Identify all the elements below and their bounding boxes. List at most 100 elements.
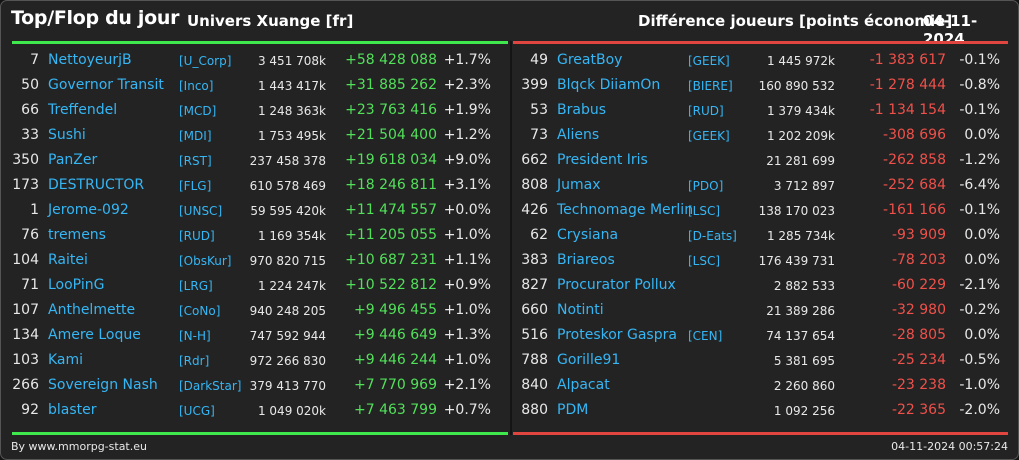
player-name-link[interactable]: Amere Loque [48,327,141,343]
top-player-row: 92 blaster [UCG] 1 049 020k +7 463 799 +0.7% [1,398,501,423]
flop-list-top-bar [513,41,1008,44]
points-difference: +9 446 244 [354,352,437,368]
percent-change: +1.2% [443,127,491,143]
top-player-row: 350 PanZer [RST] 237 458 378 +19 618 034 +9.0… [1,148,501,173]
percent-change: +1.1% [443,252,491,268]
alliance-tag-link[interactable]: [FLG] [179,179,212,193]
player-name-link[interactable]: Briareos [557,252,615,268]
alliance-tag-link[interactable]: [UNSC] [179,204,223,218]
flop-player-row: 660 Notinti 21 389 286 -32 980 -0.2% [510,298,1010,323]
player-name-link[interactable]: Kami [48,352,84,368]
player-points: 972 266 830 [249,354,326,368]
alliance-tag-link[interactable]: [LSC] [688,204,721,218]
player-name-link[interactable]: Proteskor Gaspra [557,327,677,343]
player-name-link[interactable]: LooPinG [48,277,105,293]
alliance-tag-link[interactable]: [LSC] [688,254,721,268]
percent-change: -0.5% [959,352,1000,368]
points-difference: -28 805 [891,327,946,343]
alliance-tag-link[interactable]: [RST] [179,154,212,168]
flop-player-row: 516 Proteskor Gaspra [CEN] 74 137 654 -28 80… [510,323,1010,348]
player-name-link[interactable]: tremens [48,227,106,243]
alliance-tag-link[interactable]: [GEEK] [688,54,730,68]
player-name-link[interactable]: Sovereign Nash [48,377,158,393]
player-name-link[interactable]: Aliens [557,127,600,143]
alliance-tag-link[interactable]: [CoNo] [179,304,221,318]
top-player-row: 173 DESTRUCTOR [FLG] 610 578 469 +18 246 811… [1,173,501,198]
universe-label: Univers Xuange [fr] [187,12,354,30]
player-rank: 71 [21,277,39,293]
percent-change: 0.0% [964,327,1000,343]
player-name-link[interactable]: Technomage Merlin [557,202,694,218]
alliance-tag-link[interactable]: [MCD] [179,104,217,118]
points-difference: +31 885 262 [345,77,437,93]
player-name-link[interactable]: Raitei [48,252,88,268]
player-rank: 107 [12,302,39,318]
alliance-tag-link[interactable]: [RUD] [688,104,724,118]
player-name-link[interactable]: Jumax [557,177,601,193]
player-points: 379 413 770 [249,379,326,393]
alliance-tag-link[interactable]: [N-H] [179,329,211,343]
player-name-link[interactable]: Brabus [557,102,606,118]
alliance-tag-link[interactable]: [LRG] [179,279,213,293]
percent-change: -1.2% [959,152,1000,168]
percent-change: +3.1% [443,177,491,193]
player-name-link[interactable]: Jerome-092 [48,202,129,218]
alliance-tag-link[interactable]: [MDI] [179,129,212,143]
alliance-tag-link[interactable]: [Rdr] [179,354,210,368]
points-difference: -1 383 617 [869,52,946,68]
player-name-link[interactable]: Crysiana [557,227,619,243]
player-name-link[interactable]: PanZer [48,152,98,168]
player-rank: 516 [521,327,548,343]
percent-change: +0.9% [443,277,491,293]
points-difference: -93 909 [891,227,946,243]
player-name-link[interactable]: DESTRUCTOR [48,177,145,193]
player-points: 1 202 209k [766,129,835,143]
top-player-row: 76 tremens [RUD] 1 169 354k +11 205 055 +1.0% [1,223,501,248]
alliance-tag-link[interactable]: [Inco] [179,79,214,93]
player-rank: 827 [521,277,548,293]
percent-change: +0.7% [443,402,491,418]
player-name-link[interactable]: Sushi [48,127,86,143]
alliance-tag-link[interactable]: [CEN] [688,329,723,343]
alliance-tag-link[interactable]: [BIERE] [688,79,733,93]
player-points: 1 443 417k [257,79,326,93]
player-points: 237 458 378 [249,154,326,168]
column-divider [510,41,512,435]
player-rank: 62 [530,227,548,243]
player-name-link[interactable]: PDM [557,402,589,418]
points-difference: -23 238 [891,377,946,393]
player-name-link[interactable]: Blqck DiiamOn [557,77,661,93]
player-name-link[interactable]: GreatBoy [557,52,623,68]
player-rank: 76 [21,227,39,243]
points-difference: +18 246 811 [345,177,437,193]
player-name-link[interactable]: blaster [48,402,97,418]
player-name-link[interactable]: NettoyeurjB [48,52,132,68]
player-name-link[interactable]: Anthelmette [48,302,136,318]
player-name-link[interactable]: Gorille91 [557,352,621,368]
player-rank: 103 [12,352,39,368]
flop-players-list: 49 GreatBoy [GEEK] 1 445 972k -1 383 617 -0.1… [510,48,1010,423]
alliance-tag-link[interactable]: [PDO] [688,179,724,193]
player-points: 2 882 533 [773,279,835,293]
alliance-tag-link[interactable]: [ObsKur] [179,254,232,268]
player-points: 1 169 354k [257,229,326,243]
percent-change: +2.3% [443,77,491,93]
player-name-link[interactable]: Procurator Pollux [557,277,676,293]
alliance-tag-link[interactable]: [U_Corp] [179,54,232,68]
player-name-link[interactable]: Notinti [557,302,604,318]
percent-change: -1.0% [959,377,1000,393]
player-rank: 399 [521,77,548,93]
points-difference: -1 278 444 [869,77,946,93]
alliance-tag-link[interactable]: [D-Eats] [688,229,737,243]
player-name-link[interactable]: Alpacat [557,377,610,393]
alliance-tag-link[interactable]: [UCG] [179,404,215,418]
alliance-tag-link[interactable]: [DarkStar] [179,379,242,393]
player-name-link[interactable]: Treffendel [48,102,118,118]
player-name-link[interactable]: Governor Transit [48,77,164,93]
player-name-link[interactable]: President Iris [557,152,648,168]
points-difference: +58 428 088 [345,52,437,68]
points-difference: +10 687 231 [345,252,437,268]
player-points: 970 820 715 [249,254,326,268]
alliance-tag-link[interactable]: [GEEK] [688,129,730,143]
alliance-tag-link[interactable]: [RUD] [179,229,215,243]
